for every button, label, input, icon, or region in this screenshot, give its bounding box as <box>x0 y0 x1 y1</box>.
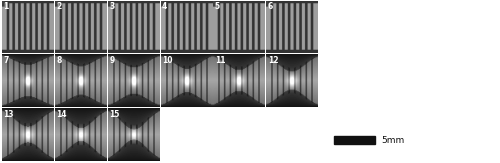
Text: 14: 14 <box>56 110 67 119</box>
Text: 12: 12 <box>268 56 278 65</box>
Text: 2: 2 <box>56 2 62 11</box>
Text: 5: 5 <box>215 2 220 11</box>
Text: 1: 1 <box>4 2 9 11</box>
Text: 10: 10 <box>162 56 172 65</box>
Bar <box>334 136 375 144</box>
Text: 6: 6 <box>268 2 273 11</box>
Text: 9: 9 <box>109 56 114 65</box>
Text: 5mm: 5mm <box>381 136 404 145</box>
Text: 11: 11 <box>215 56 226 65</box>
Text: 7: 7 <box>4 56 9 65</box>
Text: 13: 13 <box>4 110 14 119</box>
Text: 8: 8 <box>56 56 62 65</box>
Text: 3: 3 <box>109 2 114 11</box>
Text: 4: 4 <box>162 2 168 11</box>
Text: 15: 15 <box>109 110 120 119</box>
